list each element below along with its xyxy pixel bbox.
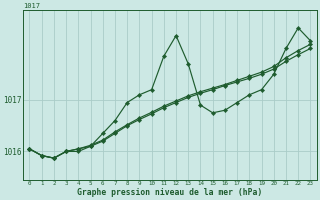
Text: 1017: 1017	[23, 3, 40, 9]
X-axis label: Graphe pression niveau de la mer (hPa): Graphe pression niveau de la mer (hPa)	[77, 188, 263, 197]
